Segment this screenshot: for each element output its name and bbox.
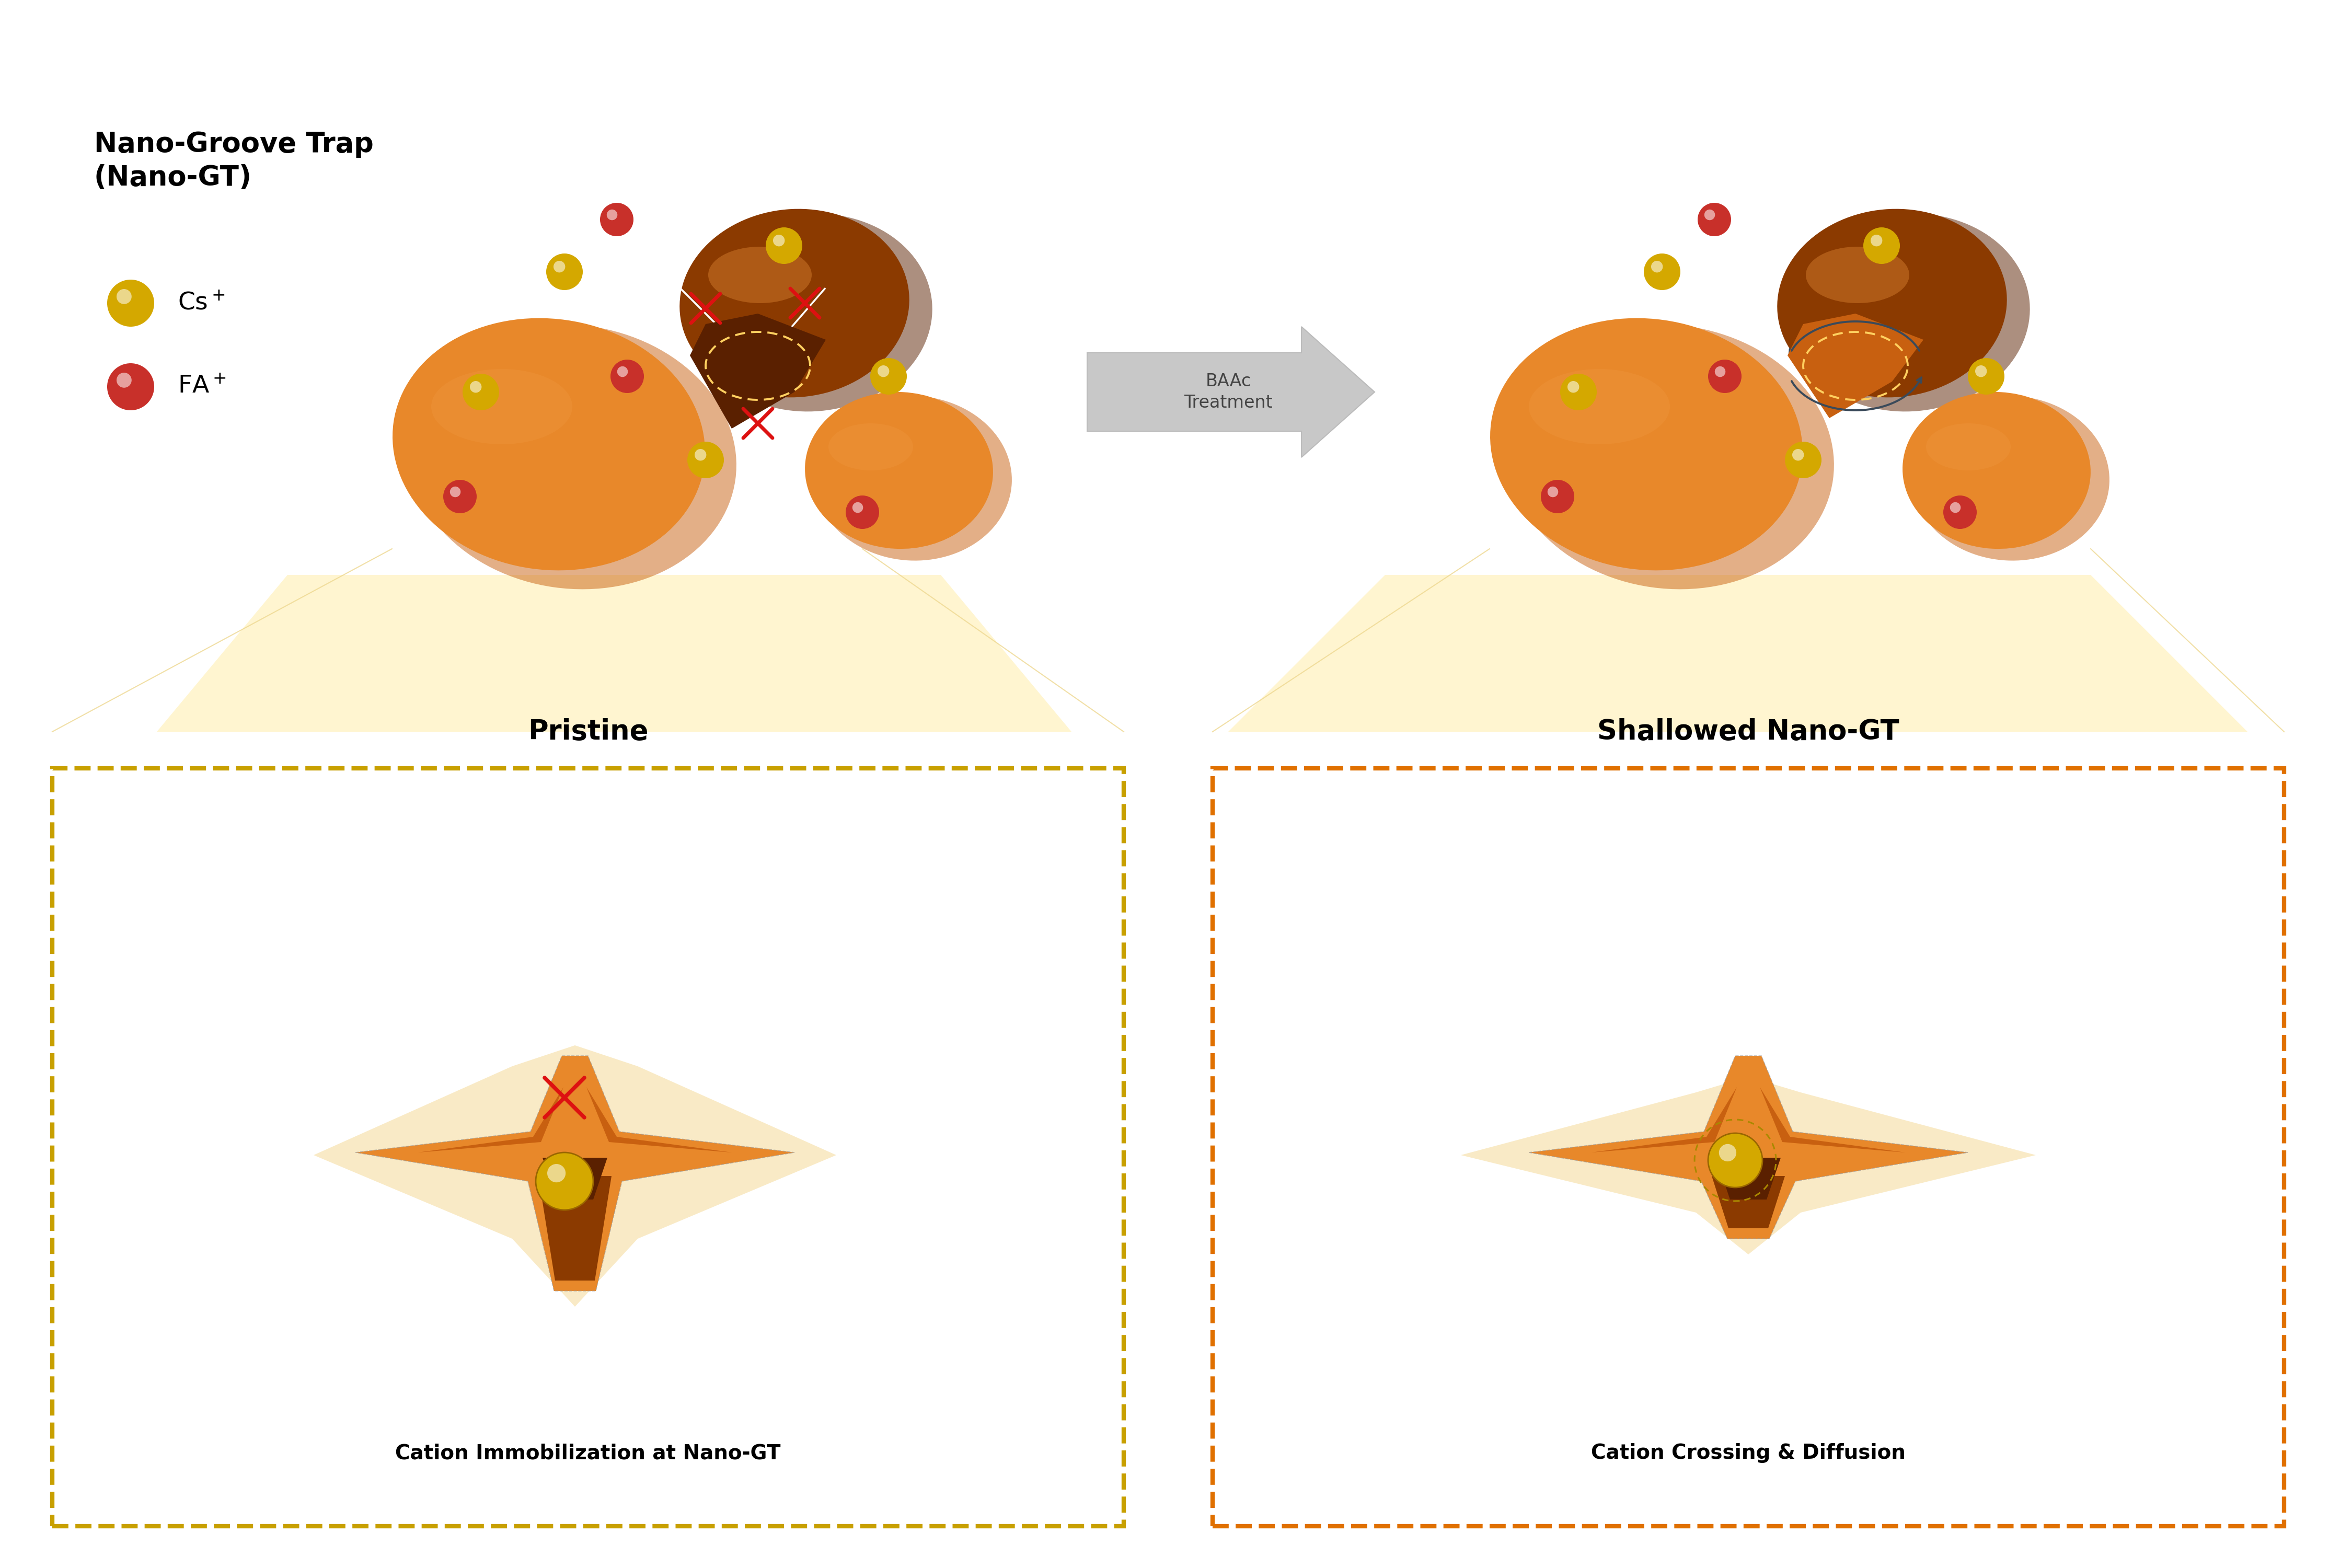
Circle shape [1863, 227, 1900, 263]
Ellipse shape [1926, 423, 2011, 470]
Polygon shape [158, 575, 1073, 732]
Circle shape [108, 364, 155, 411]
Ellipse shape [1778, 209, 2006, 397]
Circle shape [1969, 358, 2004, 395]
Polygon shape [539, 1176, 612, 1281]
Circle shape [767, 227, 802, 263]
Polygon shape [689, 314, 826, 428]
Circle shape [1708, 1134, 1762, 1187]
Text: BAAc
Treatment: BAAc Treatment [1183, 373, 1272, 411]
Polygon shape [355, 1055, 795, 1290]
Circle shape [1950, 502, 1962, 513]
Circle shape [1715, 367, 1726, 376]
Polygon shape [543, 1157, 607, 1200]
Circle shape [463, 373, 499, 411]
Circle shape [694, 448, 706, 461]
Text: Pristine: Pristine [527, 718, 649, 745]
Circle shape [847, 495, 880, 528]
Circle shape [470, 381, 482, 392]
FancyArrow shape [1087, 326, 1374, 458]
Text: Cation Immobilization at Nano-GT: Cation Immobilization at Nano-GT [395, 1443, 781, 1463]
Circle shape [1870, 235, 1882, 246]
Text: Nano-Groove Trap
(Nano-GT): Nano-Groove Trap (Nano-GT) [94, 130, 374, 191]
Polygon shape [1529, 1055, 1969, 1239]
FancyBboxPatch shape [52, 768, 1124, 1526]
Ellipse shape [828, 423, 913, 470]
Ellipse shape [1903, 392, 2091, 549]
Polygon shape [1788, 314, 1924, 419]
Ellipse shape [1505, 325, 1835, 590]
Circle shape [1976, 365, 1987, 376]
Circle shape [449, 486, 461, 497]
Circle shape [1785, 442, 1820, 478]
Polygon shape [1228, 575, 2249, 732]
Circle shape [1651, 260, 1663, 273]
Circle shape [553, 260, 564, 273]
Polygon shape [586, 1087, 731, 1152]
Circle shape [1548, 486, 1559, 497]
Polygon shape [419, 1087, 564, 1152]
Circle shape [1559, 373, 1597, 411]
Circle shape [1708, 359, 1740, 394]
Circle shape [118, 373, 132, 387]
Polygon shape [1461, 1077, 2037, 1254]
Circle shape [546, 254, 583, 290]
Ellipse shape [430, 368, 572, 444]
Ellipse shape [1529, 368, 1670, 444]
Circle shape [536, 1152, 593, 1210]
Ellipse shape [691, 213, 931, 411]
Circle shape [1792, 448, 1804, 461]
Circle shape [1566, 381, 1578, 392]
Polygon shape [1712, 1176, 1785, 1228]
Circle shape [851, 502, 863, 513]
Ellipse shape [708, 246, 811, 303]
Polygon shape [313, 1046, 837, 1306]
Circle shape [108, 279, 155, 326]
Ellipse shape [1491, 318, 1802, 571]
Circle shape [600, 202, 633, 237]
Ellipse shape [1912, 395, 2110, 561]
Circle shape [877, 365, 889, 376]
Circle shape [1705, 210, 1715, 220]
Polygon shape [1717, 1157, 1780, 1200]
Ellipse shape [409, 325, 736, 590]
Text: FA$^+$: FA$^+$ [179, 375, 226, 398]
Circle shape [687, 442, 724, 478]
Circle shape [1541, 480, 1573, 513]
Circle shape [1644, 254, 1679, 290]
Polygon shape [1759, 1087, 1905, 1152]
Circle shape [612, 359, 644, 394]
Circle shape [1719, 1145, 1736, 1162]
Ellipse shape [814, 395, 1011, 561]
Text: Cation Crossing & Diffusion: Cation Crossing & Diffusion [1590, 1443, 1905, 1463]
Polygon shape [1592, 1087, 1736, 1152]
Circle shape [1698, 202, 1731, 237]
Text: Shallowed Nano-GT: Shallowed Nano-GT [1597, 718, 1900, 745]
FancyBboxPatch shape [1214, 768, 2284, 1526]
Circle shape [774, 235, 786, 246]
Circle shape [1943, 495, 1976, 528]
Circle shape [548, 1163, 564, 1182]
Ellipse shape [393, 318, 706, 571]
Ellipse shape [804, 392, 993, 549]
Circle shape [442, 480, 477, 513]
Text: Cs$^+$: Cs$^+$ [179, 292, 226, 315]
Circle shape [118, 289, 132, 304]
Ellipse shape [1806, 246, 1910, 303]
Circle shape [870, 358, 908, 395]
Ellipse shape [1790, 213, 2030, 411]
Circle shape [607, 210, 619, 220]
Circle shape [616, 367, 628, 376]
Ellipse shape [680, 209, 910, 397]
